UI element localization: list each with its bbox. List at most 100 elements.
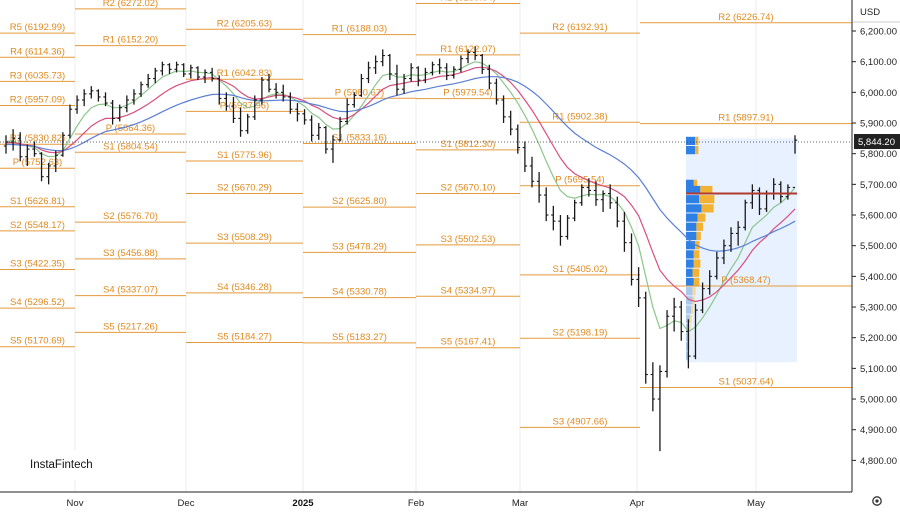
- pivot-label: R1 (6122.07): [440, 44, 495, 55]
- volume-bar-sell: [689, 314, 692, 323]
- pivot-label: P (5864.36): [106, 123, 155, 134]
- price-tick-label: 6,200.00: [860, 27, 897, 38]
- volume-bar-sell: [700, 185, 713, 195]
- current-price-label: 5,844.20: [858, 137, 895, 148]
- volume-bar-buy: [686, 136, 696, 146]
- volume-bar-buy: [686, 146, 696, 155]
- time-axis[interactable]: Nov Dec 2025 Feb Mar Apr May: [67, 498, 766, 509]
- pivot-label: S4 (5334.97): [441, 285, 496, 296]
- volume-bar-sell: [691, 305, 694, 314]
- volume-bar-buy: [686, 342, 689, 351]
- volume-bar-buy: [686, 277, 694, 287]
- volume-bar-buy: [686, 250, 694, 259]
- pivot-label: R2 (6192.91): [552, 22, 607, 33]
- volume-bar-buy: [686, 323, 690, 333]
- volume-bar-buy: [686, 195, 699, 204]
- volume-bar-buy: [686, 222, 697, 231]
- pivot-label: R1 (6152.20): [103, 35, 158, 46]
- volume-bar-buy: [686, 305, 692, 314]
- volume-bar-sell: [688, 342, 690, 351]
- volume-bar-buy: [686, 268, 693, 277]
- pivot-label: S1 (5405.02): [553, 264, 608, 275]
- price-tick-label: 4,800.00: [860, 456, 897, 467]
- pivot-label: S3 (5456.88): [103, 248, 158, 259]
- moving-averages: [5, 61, 796, 333]
- volume-bar-sell: [699, 195, 715, 204]
- pivot-label: S2 (5548.17): [10, 220, 65, 231]
- pivot-label: S5 (5217.26): [103, 321, 158, 332]
- pivot-label: S3 (5422.35): [10, 259, 65, 270]
- ma-line: [5, 61, 796, 333]
- currency-label[interactable]: USD: [860, 7, 880, 18]
- pivot-label: R4 (6114.36): [10, 46, 65, 57]
- pivot-label: S1 (5804.54): [103, 141, 158, 152]
- pivot-label: R1 (5897.91): [718, 113, 773, 124]
- volume-bar-buy: [686, 213, 698, 222]
- volume-bar-sell: [697, 213, 706, 222]
- pivot-label: R2 (6205.63): [217, 18, 272, 29]
- pivot-label: R1 (6042.83): [217, 68, 272, 79]
- volume-bar-sell: [695, 146, 699, 155]
- price-tick-label: 5,800.00: [860, 149, 897, 160]
- pivot-label: S4 (5346.28): [217, 282, 272, 293]
- volume-bar-sell: [689, 333, 691, 342]
- pivot-label: S3 (5508.29): [217, 232, 272, 243]
- price-tick-label: 5,000.00: [860, 395, 897, 406]
- pivot-label: S5 (5170.69): [10, 336, 65, 347]
- ma-line: [6, 76, 796, 252]
- volume-bar-buy: [686, 204, 702, 213]
- pivot-label: P (5752.63): [13, 157, 62, 168]
- pivot-label: P (5980.67): [335, 87, 384, 98]
- volume-bar-sell: [692, 287, 696, 296]
- time-label-apr: Apr: [630, 498, 645, 509]
- pivot-label: R5 (6192.99): [10, 22, 65, 33]
- volume-bar-buy: [686, 351, 689, 360]
- pivot-label: S3 (5478.29): [332, 241, 387, 252]
- pivot-label: S5 (5184.27): [217, 332, 272, 343]
- volume-bar-sell: [693, 250, 700, 259]
- pivot-label: S1 (5626.81): [10, 196, 65, 207]
- pivot-label: S2 (5625.80): [332, 196, 387, 207]
- pivot-label: S1 (5833.16): [332, 133, 387, 144]
- pivot-label: R3 (6035.73): [10, 70, 65, 81]
- volume-bar-buy: [686, 241, 696, 250]
- current-price-badge: [854, 134, 900, 149]
- volume-bar-buy: [686, 231, 697, 241]
- volume-bar-buy: [686, 259, 694, 268]
- pivot-label: S2 (5670.29): [217, 182, 272, 193]
- pivot-label: S4 (5330.78): [332, 287, 387, 298]
- pivot-label: S1 (5775.96): [217, 150, 272, 161]
- pivot-label: P (5695.54): [555, 175, 604, 186]
- volume-bar-buy: [686, 179, 694, 188]
- volume-bar-buy: [686, 185, 701, 195]
- price-tick-label: 5,500.00: [860, 241, 897, 252]
- time-label-feb: Feb: [408, 498, 424, 509]
- pivot-label: S3 (5502.53): [441, 234, 496, 245]
- pivot-label: P (5979.54): [443, 88, 492, 99]
- pivot-label: R2 (6226.74): [718, 12, 773, 23]
- time-label-may: May: [747, 498, 765, 509]
- pivot-label: S2 (5198.19): [553, 327, 608, 338]
- time-label-2025: 2025: [292, 498, 314, 509]
- pivot-label: S1 (5812.30): [441, 139, 496, 150]
- volume-bar-buy: [686, 314, 690, 323]
- pivot-label: R2 (6289.64): [440, 0, 495, 4]
- settings-gear-icon[interactable]: [872, 496, 882, 506]
- time-label-nov: Nov: [67, 498, 84, 509]
- logo-badge: [26, 450, 126, 480]
- price-axis[interactable]: [852, 0, 900, 510]
- ma-line: [5, 66, 796, 303]
- pivot-label: R1 (5830.82): [10, 133, 65, 144]
- pivot-label: S2 (5576.70): [103, 211, 158, 222]
- price-tick-label: 5,600.00: [860, 211, 897, 222]
- price-tick-label: 5,200.00: [860, 333, 897, 344]
- volume-bar-sell: [689, 323, 691, 333]
- pivot-label: S4 (5337.07): [103, 285, 158, 296]
- volume-bar-sell: [692, 268, 700, 277]
- volume-bar-sell: [696, 231, 701, 241]
- instafintech-logo: InstaFintech: [30, 459, 93, 471]
- volume-bar-sell: [696, 222, 703, 231]
- volume-bar-sell: [695, 136, 699, 146]
